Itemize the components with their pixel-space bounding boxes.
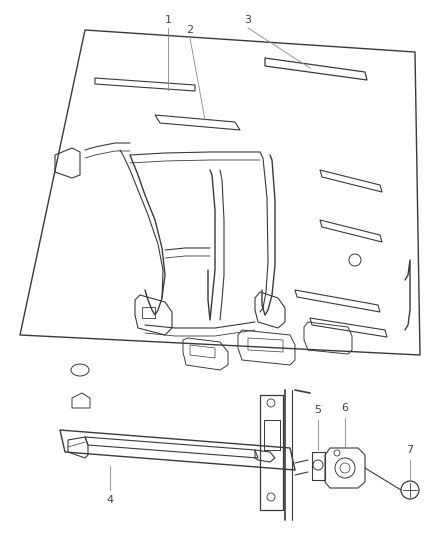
Text: 4: 4 — [106, 495, 113, 505]
Text: 3: 3 — [244, 15, 251, 25]
Text: 6: 6 — [342, 403, 349, 413]
Text: 7: 7 — [406, 445, 413, 455]
Text: 5: 5 — [314, 405, 321, 415]
Text: 1: 1 — [165, 15, 172, 25]
Text: 2: 2 — [187, 25, 194, 35]
